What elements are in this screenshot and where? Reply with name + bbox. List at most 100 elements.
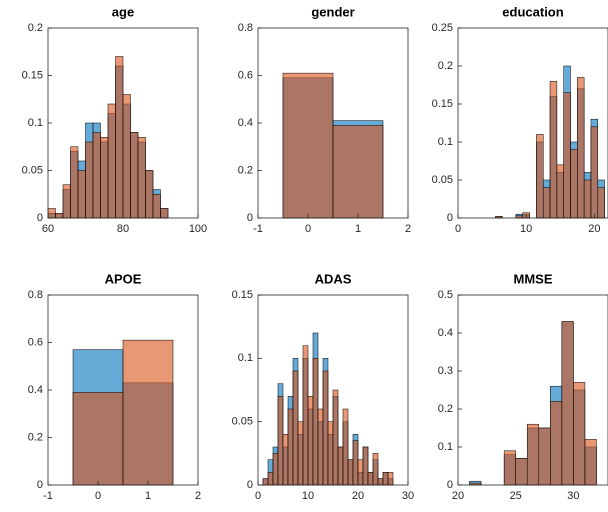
bar — [85, 141, 94, 219]
y-tick-label: 0.6 — [28, 336, 43, 348]
y-tick-label: 0.5 — [438, 289, 453, 301]
y-tick-label: 0 — [37, 479, 43, 491]
bar — [55, 213, 64, 219]
y-tick-label: 0.4 — [238, 117, 253, 129]
bar — [145, 170, 154, 219]
bar — [302, 345, 309, 486]
panel: 0 0.05 0.1 0.15 0.2 60 80 100 age — [22, 4, 208, 234]
bar — [277, 396, 284, 486]
y-tick-label: 0.6 — [238, 69, 253, 81]
bar — [342, 408, 349, 486]
bar — [92, 132, 101, 219]
bar — [561, 321, 574, 486]
bar — [590, 126, 599, 219]
x-tick-label: -1 — [253, 223, 263, 235]
y-tick-label: 0.8 — [28, 289, 43, 301]
bar — [347, 459, 354, 486]
y-tick-label: 0.05 — [432, 174, 453, 186]
y-tick-label: 0 — [447, 479, 453, 491]
bar — [526, 423, 540, 486]
y-tick-label: 0.2 — [28, 431, 43, 443]
bar — [297, 421, 304, 486]
bar — [272, 453, 279, 486]
bar — [107, 103, 116, 219]
x-tick-label: 20 — [352, 490, 364, 502]
bar — [577, 77, 585, 219]
bar — [367, 472, 374, 486]
bar — [332, 389, 339, 486]
bar — [542, 187, 551, 219]
bar — [597, 187, 605, 219]
bar — [337, 446, 344, 486]
x-tick-label: 30 — [402, 490, 414, 502]
bar — [352, 440, 359, 486]
bar — [322, 370, 329, 486]
x-tick-label: 2 — [195, 490, 201, 502]
bar — [570, 149, 578, 219]
y-tick-label: 0 — [247, 212, 253, 224]
panel: 0 0.05 0.1 0.15 0.2 0.25 0 10 20 education — [432, 4, 608, 235]
bar — [115, 56, 124, 219]
y-tick-label: 0.2 — [28, 22, 43, 34]
x-tick-label: 0 — [255, 490, 261, 502]
bar — [72, 392, 124, 486]
bar — [70, 146, 79, 219]
bar — [62, 184, 71, 219]
x-tick-label: 0 — [305, 223, 311, 235]
y-tick-label: 0.05 — [232, 416, 253, 428]
y-tick-label: 0.1 — [438, 136, 453, 148]
y-tick-label: 0.25 — [432, 22, 453, 34]
y-tick-label: 0.4 — [28, 384, 43, 396]
bar — [563, 92, 571, 219]
axes-box — [457, 27, 608, 219]
y-tick-label: 0.15 — [22, 69, 43, 81]
bar — [332, 125, 384, 219]
x-tick-label: 1 — [145, 490, 151, 502]
bar — [122, 94, 131, 219]
bar — [307, 396, 314, 486]
bar — [327, 421, 334, 486]
y-tick-label: 0 — [247, 479, 253, 491]
chart-title: MMSE — [514, 271, 553, 286]
panel: 0 0.1 0.2 0.3 0.4 0.5 20 25 30 MMSE — [438, 271, 608, 502]
x-tick-label: 60 — [42, 223, 54, 235]
bar — [130, 132, 139, 219]
bar — [515, 458, 528, 486]
bar — [160, 208, 169, 219]
x-tick-label: 1 — [355, 223, 361, 235]
bar — [47, 208, 56, 219]
bar — [362, 446, 369, 486]
bar — [377, 478, 384, 486]
bar — [583, 179, 592, 219]
x-tick-label: 100 — [189, 223, 207, 235]
chart-title: education — [502, 4, 563, 19]
y-tick-label: 0.2 — [238, 164, 253, 176]
bar — [536, 134, 544, 219]
x-tick-label: 20 — [588, 223, 600, 235]
chart-title: APOE — [105, 271, 142, 286]
y-tick-label: 0.4 — [438, 327, 453, 339]
bar — [100, 137, 109, 219]
bar — [122, 339, 174, 486]
y-tick-label: 0.2 — [438, 60, 453, 72]
chart-title: gender — [311, 4, 354, 19]
bar — [387, 472, 394, 486]
x-tick-label: 0 — [95, 490, 101, 502]
chart-title: ADAS — [315, 271, 352, 286]
bar — [152, 194, 161, 219]
chart-title: age — [112, 4, 134, 19]
bar — [317, 408, 324, 486]
y-tick-label: 0 — [37, 212, 43, 224]
y-tick-label: 0.1 — [238, 352, 253, 364]
bar — [503, 450, 516, 486]
x-tick-label: 80 — [117, 223, 129, 235]
bar — [262, 478, 269, 486]
x-tick-label: 10 — [302, 490, 314, 502]
bar — [382, 472, 389, 486]
x-tick-label: 20 — [452, 490, 464, 502]
bar — [573, 382, 586, 486]
axes-box — [457, 294, 608, 486]
